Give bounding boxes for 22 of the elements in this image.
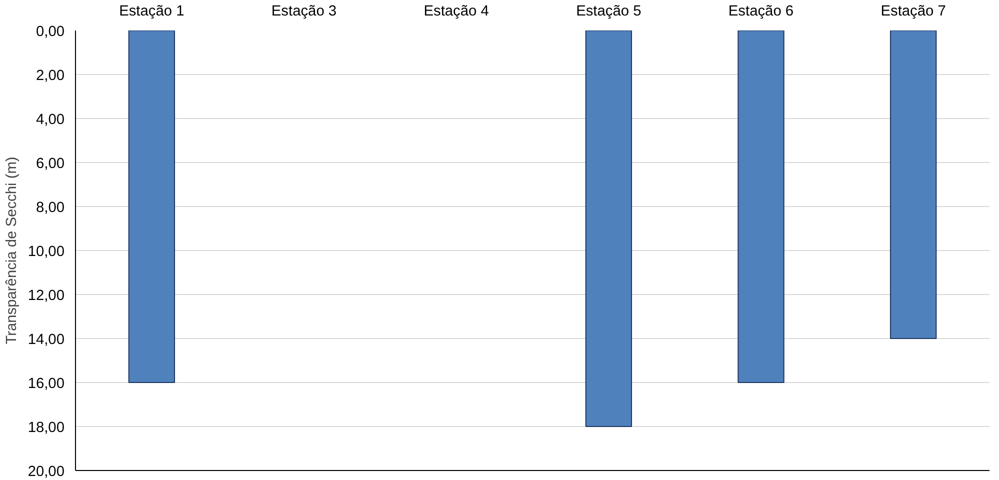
y-tick-label: 18,00: [28, 420, 65, 436]
y-tick-label: 4,00: [36, 112, 65, 128]
y-tick-label: 14,00: [28, 332, 65, 348]
y-tick-label: 2,00: [36, 68, 65, 84]
x-tick-label: Estação 5: [576, 4, 642, 20]
y-tick-label: 20,00: [28, 464, 65, 480]
x-tick-label: Estação 4: [424, 4, 489, 20]
y-tick-label: 6,00: [36, 156, 65, 172]
bar: [128, 30, 176, 383]
x-tick-label: Estação 3: [271, 4, 337, 20]
y-tick-label: 10,00: [28, 244, 65, 260]
y-tick-label: 0,00: [36, 24, 65, 40]
x-tick-label: Estação 1: [119, 4, 184, 20]
y-tick-label: 8,00: [36, 200, 65, 216]
x-tick-label: Estação 7: [880, 4, 946, 20]
y-axis-title: Transparência de Secchi (m): [4, 156, 20, 344]
y-tick-label: 12,00: [28, 288, 65, 304]
bar: [890, 30, 937, 339]
y-tick-label: 16,00: [28, 376, 65, 392]
bar: [585, 30, 632, 427]
x-tick-label: Estação 6: [728, 4, 794, 20]
bar: [738, 30, 784, 383]
